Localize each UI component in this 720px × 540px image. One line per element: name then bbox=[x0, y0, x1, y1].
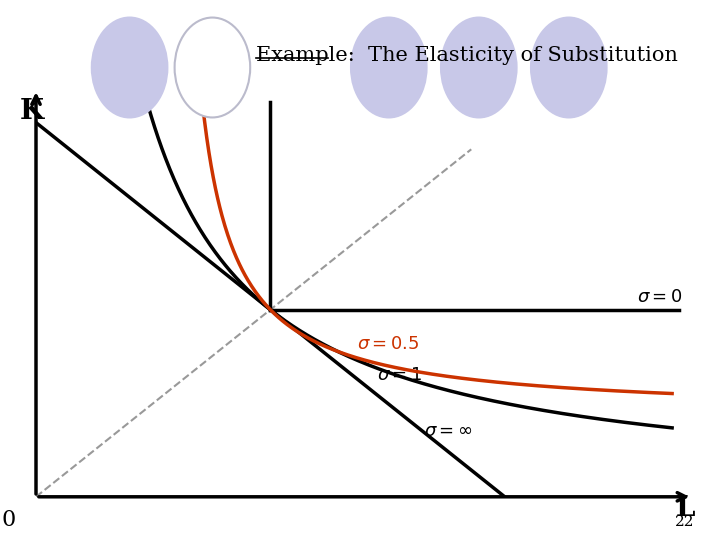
Text: $\sigma = \infty$: $\sigma = \infty$ bbox=[424, 422, 473, 440]
Text: $\sigma = 0$: $\sigma = 0$ bbox=[636, 287, 682, 306]
Text: K: K bbox=[19, 98, 43, 125]
Text: $\sigma = 0.5$: $\sigma = 0.5$ bbox=[357, 335, 420, 353]
Text: L: L bbox=[676, 495, 696, 522]
Text: 0: 0 bbox=[1, 509, 16, 531]
Text: $\sigma = 1$: $\sigma = 1$ bbox=[377, 366, 423, 384]
Text: Example:: Example: bbox=[256, 46, 361, 65]
Text: Example:  The Elasticity of Substitution: Example: The Elasticity of Substitution bbox=[256, 46, 678, 65]
Text: 22: 22 bbox=[675, 515, 695, 529]
